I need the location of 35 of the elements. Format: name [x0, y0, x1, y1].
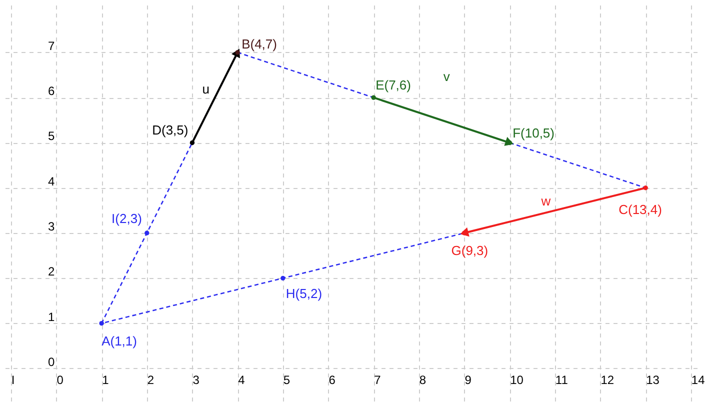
y-tick-label: 1	[48, 310, 56, 324]
text: v	[443, 69, 450, 84]
y-tick-label: 7	[48, 38, 56, 53]
y-tick-label: 4	[48, 174, 56, 188]
y-tick-label: 2	[48, 264, 56, 279]
y-tick-label: 5	[48, 129, 56, 144]
x-tick-label: 4	[238, 372, 246, 387]
data-label: E(7,6)	[376, 78, 411, 93]
data-label: G(9,3)	[451, 243, 488, 258]
x-tick-label: 5	[283, 372, 290, 387]
x-tick-label: 7	[374, 372, 382, 387]
y-tick-label: 6	[48, 84, 56, 98]
y-tick-label: 3	[48, 220, 56, 234]
x-tick-label: 12	[600, 372, 614, 387]
x-tick-label: 14	[691, 372, 706, 387]
x-tick-label: 11	[555, 372, 568, 387]
series-label: w	[540, 193, 552, 208]
x-tick-label: 10	[510, 372, 524, 387]
x-tick-label: 2	[147, 372, 154, 387]
data-label: D(3,5)	[152, 122, 188, 138]
x-tick-label: 8	[419, 372, 426, 387]
x-tick-label: I	[11, 372, 15, 387]
y-tick-label: 0	[48, 354, 56, 369]
data-label: C(13,4)	[618, 202, 662, 217]
series-label: u	[202, 82, 210, 97]
data-label: B(4,7)	[242, 36, 277, 52]
data-label: H(5,2)	[286, 286, 322, 302]
data-label: I(2,3)	[112, 211, 142, 226]
x-tick-label: 9	[464, 372, 472, 387]
x-tick-label: 3	[192, 372, 200, 387]
x-tick-label: 1	[102, 372, 110, 387]
x-tick-label: 13	[646, 372, 660, 387]
data-label: F(10,5)	[512, 126, 554, 141]
x-tick-label: 6	[328, 372, 336, 387]
data-label: A(1,1)	[102, 333, 137, 348]
